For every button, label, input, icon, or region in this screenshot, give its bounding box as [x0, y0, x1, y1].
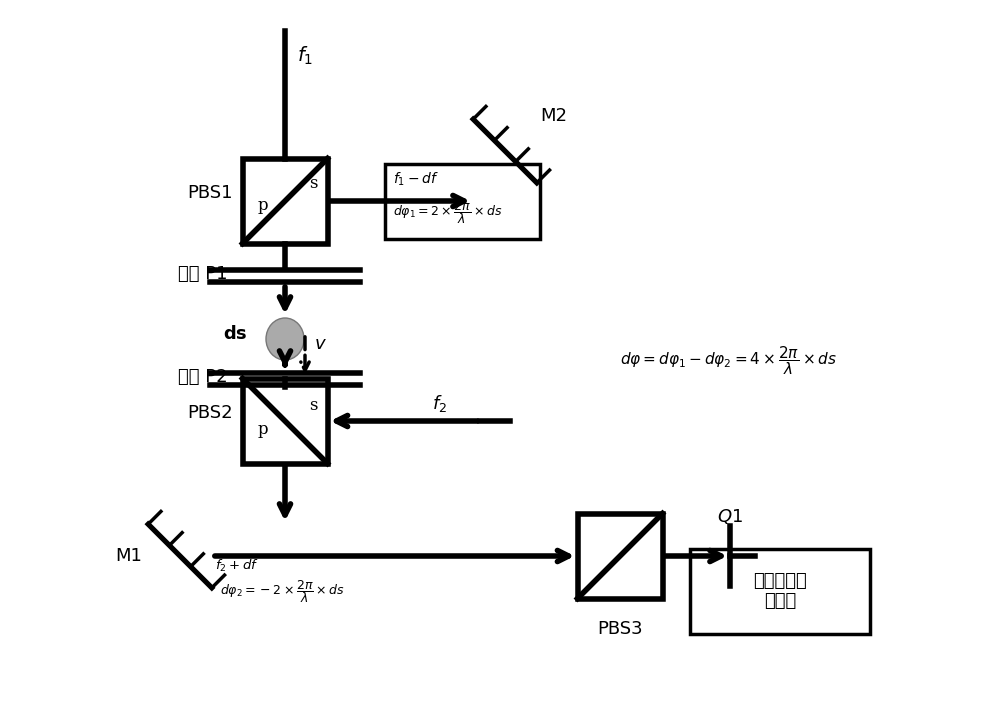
Text: p: p: [258, 198, 268, 215]
Text: $f_1$: $f_1$: [297, 45, 313, 67]
Text: p: p: [258, 420, 268, 437]
Bar: [385, 164, 540, 238]
Text: $Q1$: $Q1$: [717, 507, 743, 526]
Text: 波片 P2: 波片 P2: [178, 368, 227, 386]
Text: $\mathbf{ds}$: $\mathbf{ds}$: [223, 325, 247, 343]
Text: 波片 P1: 波片 P1: [178, 265, 227, 283]
Text: PBS2: PBS2: [188, 404, 233, 422]
Ellipse shape: [266, 318, 304, 360]
Text: s: s: [309, 397, 317, 415]
Text: $d\varphi = d\varphi_1 - d\varphi_2 = 4\times\dfrac{2\pi}{\lambda}\times ds$: $d\varphi = d\varphi_1 - d\varphi_2 = 4\…: [620, 345, 837, 378]
Text: PBS3: PBS3: [597, 621, 643, 638]
Text: $d\varphi_2 = -2\times\dfrac{2\pi}{\lambda}\times ds$: $d\varphi_2 = -2\times\dfrac{2\pi}{\lamb…: [220, 578, 345, 605]
Text: s: s: [309, 174, 317, 191]
Text: PBS1: PBS1: [188, 184, 233, 202]
Text: 电路信息处
理系统: 电路信息处 理系统: [753, 572, 807, 611]
Text: $v$: $v$: [314, 335, 326, 353]
Text: $f_1 - df$: $f_1 - df$: [393, 171, 439, 188]
Text: $f_2 + df$: $f_2 + df$: [215, 558, 259, 574]
Bar: [690, 548, 870, 634]
Text: $d\varphi_1 = 2\times\dfrac{2\pi}{\lambda}\times ds$: $d\varphi_1 = 2\times\dfrac{2\pi}{\lambd…: [393, 200, 502, 226]
Text: M1: M1: [115, 547, 142, 565]
Text: M2: M2: [540, 107, 567, 125]
Text: $f_2$: $f_2$: [432, 392, 448, 414]
